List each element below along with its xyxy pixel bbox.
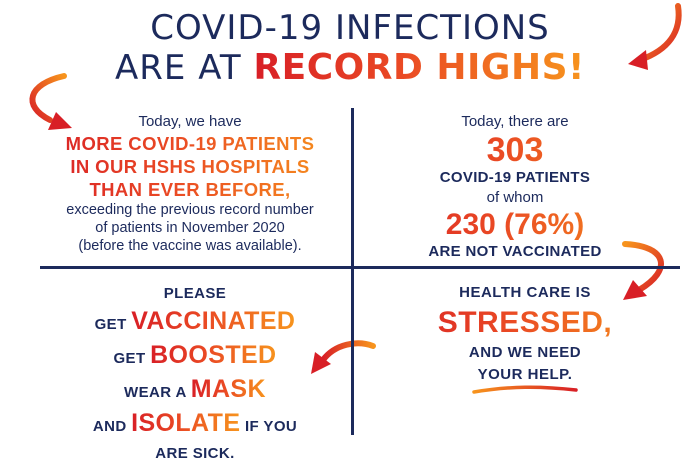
record-patients-panel: Today, we have MORE COVID-19 PATIENTS IN… <box>35 112 345 255</box>
vertical-divider <box>351 108 354 435</box>
sick-line: ARE SICK. <box>50 442 340 466</box>
please-label: PLEASE <box>163 285 227 302</box>
patient-count-panel: Today, there are 303 COVID-19 PATIENTS o… <box>360 112 670 262</box>
q1-body-line: of patients in November 2020 <box>95 220 285 236</box>
mask-label: MASK <box>190 375 266 403</box>
of-whom-label: of whom <box>486 189 544 206</box>
q2-intro: Today, there are <box>461 113 569 130</box>
isolate-label: ISOLATE <box>131 409 241 437</box>
and-label: AND <box>92 418 132 435</box>
health-care-stressed-panel: HEALTH CARE IS STRESSED, AND WE NEED YOU… <box>380 282 670 396</box>
unvaccinated-count: 230 (76%) <box>360 208 670 242</box>
health-care-line: HEALTH CARE IS <box>459 284 591 301</box>
please-actions-panel: PLEASE GET VACCINATED GET BOOSTED WEAR A… <box>50 282 340 466</box>
get-label: GET <box>94 316 132 333</box>
vaccinated-line: GET VACCINATED <box>50 306 340 340</box>
boosted-label: BOOSTED <box>150 341 277 369</box>
your-help-line: YOUR HELP. <box>477 366 573 383</box>
q1-emphasis-line: THAN EVER BEFORE, <box>35 178 345 201</box>
boosted-line: GET BOOSTED <box>50 340 340 374</box>
stressed-label: STRESSED, <box>380 304 670 342</box>
title-prefix: ARE AT <box>115 48 254 88</box>
we-need-line: AND WE NEED <box>468 344 582 361</box>
wear-a-label: WEAR A <box>124 384 191 401</box>
isolate-line: AND ISOLATE IF YOU <box>50 408 340 442</box>
underline-swoosh-icon <box>472 385 578 394</box>
if-you-label: IF YOU <box>240 418 298 435</box>
title-emphasis: RECORD HIGHS! <box>253 47 585 88</box>
title-line-2: ARE AT RECORD HIGHS! <box>0 47 700 89</box>
q1-body-line: exceeding the previous record number <box>66 202 314 218</box>
are-sick-label: ARE SICK. <box>155 445 235 462</box>
q1-emphasis-line: IN OUR HSHS HOSPITALS <box>35 155 345 178</box>
get-label: GET <box>113 350 151 367</box>
curved-arrow-left-icon <box>311 340 376 374</box>
patients-label: COVID-19 PATIENTS <box>439 169 591 186</box>
vaccinated-label: VACCINATED <box>131 307 296 335</box>
mask-line: WEAR A MASK <box>50 374 340 408</box>
q1-emphasis-line: MORE COVID-19 PATIENTS <box>35 132 345 155</box>
please-line: PLEASE <box>50 282 340 306</box>
horizontal-divider <box>40 266 680 269</box>
unvaccinated-label: ARE NOT VACCINATED <box>428 243 602 260</box>
curved-arrow-right-icon <box>622 241 664 300</box>
title-line-1: COVID-19 INFECTIONS <box>150 8 550 48</box>
header: COVID-19 INFECTIONS ARE AT RECORD HIGHS! <box>0 8 700 88</box>
curved-arrow-top-left-icon <box>29 73 72 130</box>
curved-arrow-top-right-icon <box>628 3 682 70</box>
q1-body-line: (before the vaccine was available). <box>78 238 302 254</box>
q1-intro: Today, we have <box>138 113 242 130</box>
patients-count: 303 <box>360 132 670 168</box>
